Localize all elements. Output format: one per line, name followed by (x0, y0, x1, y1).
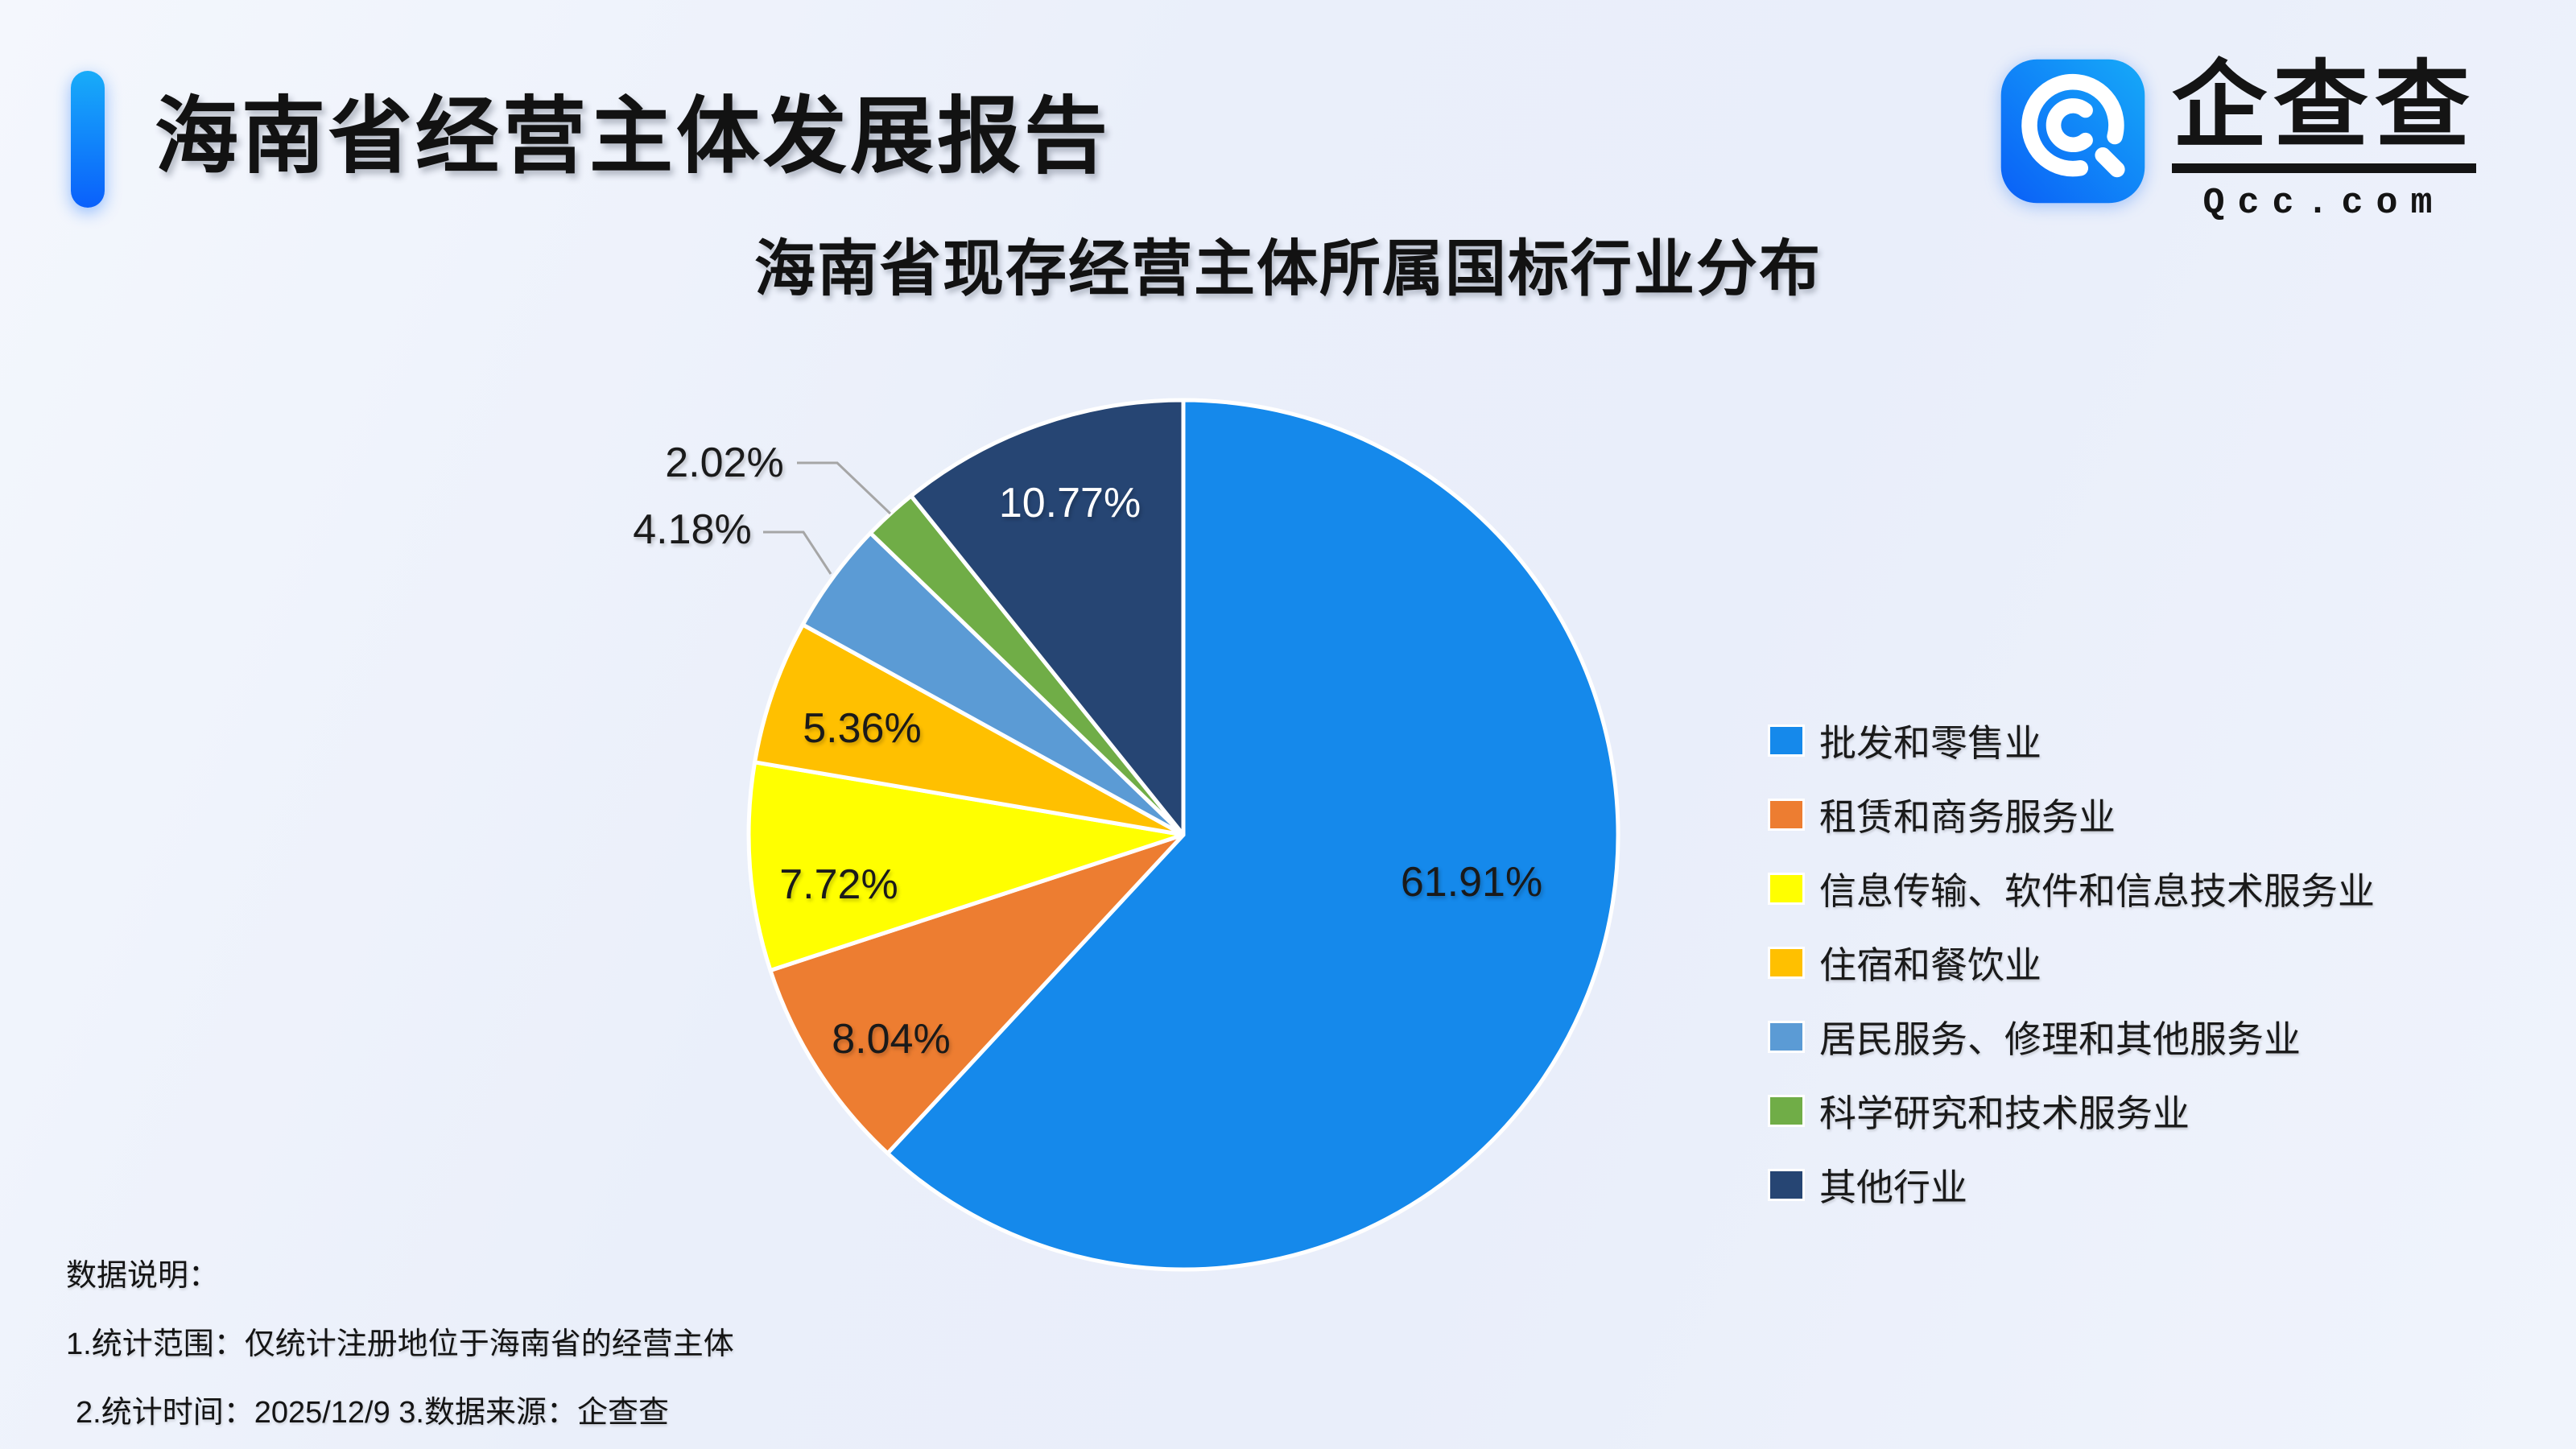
qcc-logo-icon (2000, 59, 2145, 204)
page-title: 海南省经营主体发展报告 (155, 90, 1112, 184)
legend-swatch-5 (1768, 1095, 1805, 1127)
title-accent-bar (71, 71, 105, 208)
legend-swatch-0 (1768, 724, 1805, 757)
legend-label-5: 科学研究和技术服务业 (1819, 1092, 2190, 1134)
qcc-logo-name: 企查查 (2172, 56, 2477, 174)
legend-label-3: 住宿和餐饮业 (1819, 944, 2041, 986)
note-heading: 数据说明： (66, 1259, 220, 1293)
legend-item-6[interactable]: 其他行业 (1768, 1148, 2375, 1222)
chart-legend: 批发和零售业 租赁和商务服务业 信息传输、软件和信息技术服务业 住宿和餐饮业 居… (1768, 704, 2375, 1222)
legend-item-3[interactable]: 住宿和餐饮业 (1768, 926, 2375, 1000)
pie-label-leader-4 (763, 530, 832, 575)
legend-item-0[interactable]: 批发和零售业 (1768, 704, 2375, 778)
legend-swatch-3 (1768, 947, 1805, 979)
pie-slice-0[interactable] (886, 398, 1620, 1272)
legend-label-1: 租赁和商务服务业 (1819, 796, 2116, 838)
legend-swatch-4 (1768, 1021, 1805, 1053)
note-time-source: 2.统计时间：2025/12/9 3.数据来源：企查查 (76, 1396, 669, 1430)
pie-label-3: 5.36% (803, 705, 921, 752)
legend-swatch-1 (1768, 799, 1805, 831)
pie-label-1: 8.04% (832, 1016, 950, 1063)
pie-label-6: 10.77% (999, 480, 1141, 526)
data-notes: 数据说明： 1.统计范围：仅统计注册地位于海南省的经营主体 2.统计时间：202… (66, 1242, 734, 1447)
pie-slice-1[interactable] (768, 832, 1186, 1156)
pie-slice-3[interactable] (753, 622, 1186, 837)
qcc-logo-domain: Qcc.com (2202, 183, 2446, 225)
pie-label-4: 4.18% (633, 506, 751, 553)
qcc-logo-text: 企查查 Qcc.com (2172, 56, 2477, 225)
chart-title: 海南省现存经营主体所属国标行业分布 (754, 235, 1822, 303)
pie-slice-2[interactable] (746, 760, 1186, 972)
note-scope: 1.统计范围：仅统计注册地位于海南省的经营主体 (66, 1327, 734, 1361)
pie-label-leader-5 (797, 461, 892, 515)
legend-item-4[interactable]: 居民服务、修理和其他服务业 (1768, 1000, 2375, 1074)
pie-slice-6[interactable] (909, 398, 1186, 837)
pie-label-5: 2.02% (665, 440, 783, 486)
pie-label-2: 7.72% (779, 861, 898, 908)
legend-label-4: 居民服务、修理和其他服务业 (1819, 1018, 2301, 1060)
legend-item-2[interactable]: 信息传输、软件和信息技术服务业 (1768, 852, 2375, 926)
pie-label-0: 61.91% (1401, 859, 1542, 906)
legend-label-2: 信息传输、软件和信息技术服务业 (1819, 870, 2375, 912)
qcc-logo: 企查查 Qcc.com (1998, 56, 2477, 225)
legend-item-5[interactable]: 科学研究和技术服务业 (1768, 1074, 2375, 1148)
legend-swatch-2 (1768, 873, 1805, 905)
legend-swatch-6 (1768, 1169, 1805, 1201)
legend-label-6: 其他行业 (1819, 1166, 1967, 1208)
legend-item-1[interactable]: 租赁和商务服务业 (1768, 778, 2375, 852)
legend-label-0: 批发和零售业 (1819, 722, 2041, 764)
